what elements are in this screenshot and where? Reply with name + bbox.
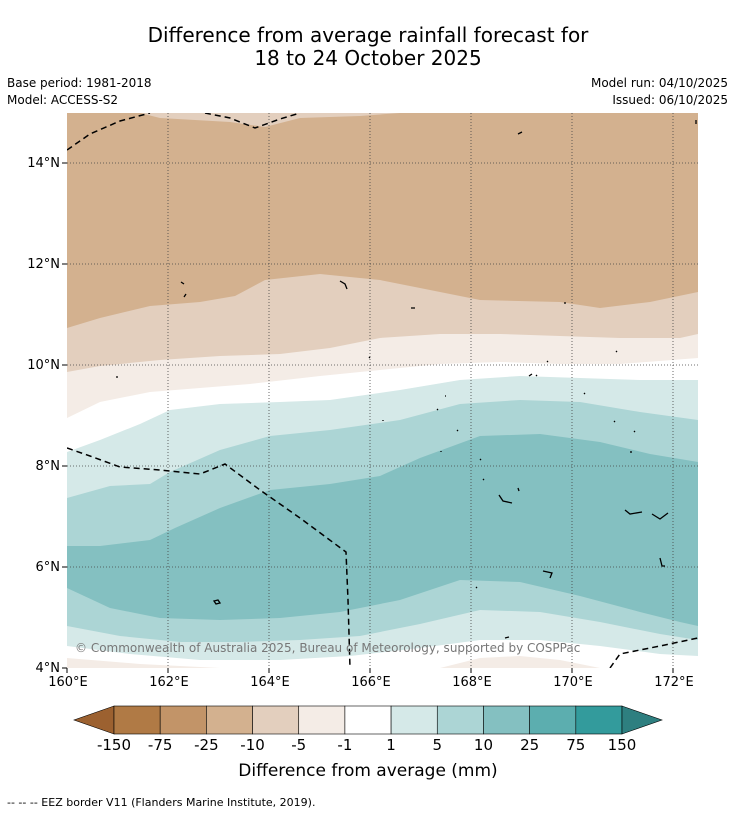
copyright-notice: © Commonwealth of Australia 2025, Bureau… — [75, 641, 581, 655]
colorbar-swatch — [529, 705, 577, 735]
colorbar-swatch — [390, 705, 438, 735]
base-period: Base period: 1981-2018 — [7, 76, 152, 90]
colorbar-tick-label: -25 — [194, 736, 219, 754]
colorbar-swatch — [575, 705, 623, 735]
colorbar-tick-label: -5 — [291, 736, 307, 754]
lon-label-168e: 168°E — [452, 675, 492, 690]
colorbar-swatch — [344, 705, 392, 735]
colorbar-swatch — [206, 705, 253, 735]
lat-label-10n: 10°N — [27, 358, 60, 373]
lon-label-164e: 164°E — [250, 675, 290, 690]
lon-label-170e: 170°E — [553, 675, 593, 690]
colorbar-swatch — [298, 705, 346, 735]
colorbar-tick-label: 10 — [473, 736, 493, 754]
gridlines — [67, 113, 698, 668]
colorbar-swatch — [252, 705, 300, 735]
title-line-2: 18 to 24 October 2025 — [254, 46, 482, 70]
lon-label-172e: 172°E — [654, 675, 694, 690]
colorbar-tick-label: 1 — [386, 736, 396, 754]
colorbar-tick-label: 5 — [432, 736, 443, 754]
colorbar-tick-label: 25 — [520, 736, 540, 754]
model-run: Model run: 04/10/2025 — [590, 76, 728, 90]
colorbar-swatch — [113, 705, 161, 735]
colorbar-tick-label: 150 — [607, 736, 637, 754]
model-name: Model: ACCESS-S2 — [7, 93, 119, 107]
colorbar-title: Difference from average (mm) — [238, 761, 498, 781]
lat-label-12n: 12°N — [27, 257, 60, 272]
colorbar-tick-label: -75 — [147, 736, 173, 754]
issued-date: Issued: 06/10/2025 — [612, 93, 728, 107]
band-minus-5-south — [67, 656, 600, 668]
title-line-1: Difference from average rainfall forecas… — [147, 23, 589, 47]
colorbar-swatch — [483, 705, 530, 735]
colorbar-extend-high — [621, 705, 663, 735]
lon-label-166e: 166°E — [351, 675, 391, 690]
colorbar — [73, 705, 663, 735]
colorbar-tick-label: -150 — [96, 736, 132, 754]
colorbar-tick-label: -1 — [337, 736, 353, 754]
islands — [116, 120, 697, 639]
colorbar-extend-low — [73, 705, 115, 735]
colorbar-tick-label: -10 — [240, 736, 265, 754]
lat-label-8n: 8°N — [35, 459, 61, 474]
eez-legend-footer: -- -- -- EEZ border V11 (Flanders Marine… — [7, 796, 316, 809]
colorbar-swatch — [436, 705, 484, 735]
lon-label-160e: 160°E — [48, 675, 88, 690]
lat-label-6n: 6°N — [35, 560, 61, 575]
contour-bands — [67, 113, 698, 668]
lat-label-14n: 14°N — [27, 156, 60, 171]
axis-ticks — [62, 162, 674, 673]
band-minus-10-north — [140, 113, 400, 127]
colorbar-tick-label: 75 — [566, 736, 586, 754]
lat-label-4n: 4°N — [35, 661, 61, 676]
lon-label-162e: 162°E — [149, 675, 189, 690]
eez-border — [67, 113, 698, 668]
colorbar-swatch — [159, 705, 207, 735]
